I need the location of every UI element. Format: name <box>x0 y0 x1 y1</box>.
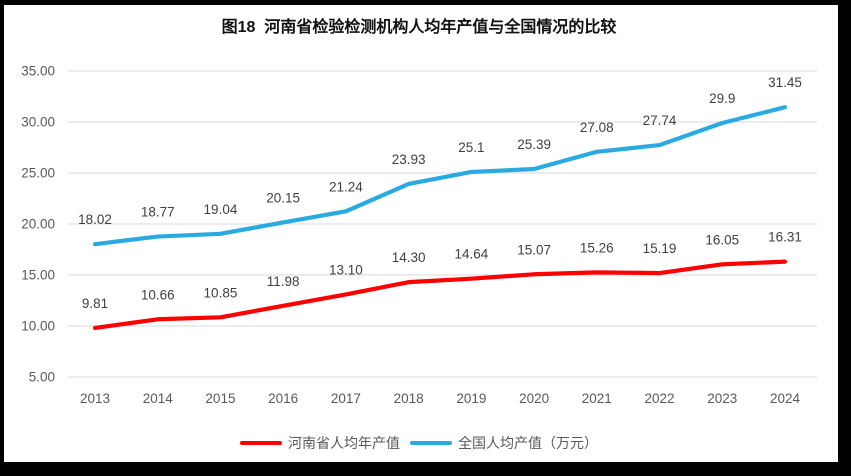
x-tick-label: 2019 <box>456 391 486 406</box>
data-label: 10.85 <box>204 285 238 300</box>
data-label: 27.74 <box>643 113 677 128</box>
legend-item-national: 全国人均产值（万元） <box>410 433 598 453</box>
series-line-1 <box>92 105 788 247</box>
data-label: 27.08 <box>580 120 614 135</box>
data-label: 29.9 <box>709 91 735 106</box>
x-tick-label: 2014 <box>143 391 174 406</box>
series-line-0 <box>92 259 788 331</box>
data-label: 13.10 <box>329 262 363 277</box>
x-tick-label: 2024 <box>770 391 801 406</box>
y-tick-label: 5.00 <box>29 370 55 385</box>
legend-line-blue <box>410 441 452 445</box>
data-label: 15.19 <box>643 241 677 256</box>
data-label: 15.07 <box>517 242 551 257</box>
y-tick-label: 10.00 <box>21 319 55 334</box>
data-label: 23.93 <box>392 152 426 167</box>
data-label: 10.66 <box>141 287 175 302</box>
data-label: 14.64 <box>454 247 488 262</box>
data-label: 25.39 <box>517 137 551 152</box>
data-label: 18.77 <box>141 205 175 220</box>
x-tick-label: 2023 <box>707 391 737 406</box>
x-tick-label: 2013 <box>80 391 110 406</box>
data-label: 25.1 <box>458 140 484 155</box>
chart-title: 图18 河南省检验检测机构人均年产值与全国情况的比较 <box>221 19 617 36</box>
plot-background <box>4 5 838 462</box>
data-label: 11.98 <box>267 274 300 289</box>
y-tick-label: 35.00 <box>21 64 55 79</box>
data-label: 18.02 <box>78 212 112 227</box>
legend-label-henan: 河南省人均年产值 <box>288 435 400 451</box>
x-tick-label: 2015 <box>205 391 235 406</box>
x-tick-label: 2021 <box>582 391 612 406</box>
x-tick-label: 2016 <box>268 391 298 406</box>
x-tick-label: 2018 <box>394 391 424 406</box>
data-label: 20.15 <box>266 190 300 205</box>
data-label: 21.24 <box>329 179 363 194</box>
data-label: 16.31 <box>768 230 802 245</box>
y-tick-label: 30.00 <box>21 115 55 130</box>
x-tick-label: 2020 <box>519 391 549 406</box>
y-tick-label: 15.00 <box>21 268 55 283</box>
data-label: 9.81 <box>82 296 108 311</box>
x-tick-label: 2022 <box>645 391 675 406</box>
legend-line-red <box>240 441 282 445</box>
data-label: 19.04 <box>204 202 238 217</box>
data-label: 16.05 <box>705 232 739 247</box>
data-label: 31.45 <box>768 75 802 90</box>
y-tick-label: 25.00 <box>21 166 55 181</box>
legend-item-henan: 河南省人均年产值 <box>240 433 400 453</box>
data-label: 15.26 <box>580 240 614 255</box>
chart-legend: 河南省人均年产值 全国人均产值（万元） <box>0 433 838 453</box>
y-tick-label: 20.00 <box>21 217 55 232</box>
data-label: 14.30 <box>392 250 426 265</box>
x-tick-label: 2017 <box>331 391 361 406</box>
legend-label-national: 全国人均产值（万元） <box>458 435 598 451</box>
